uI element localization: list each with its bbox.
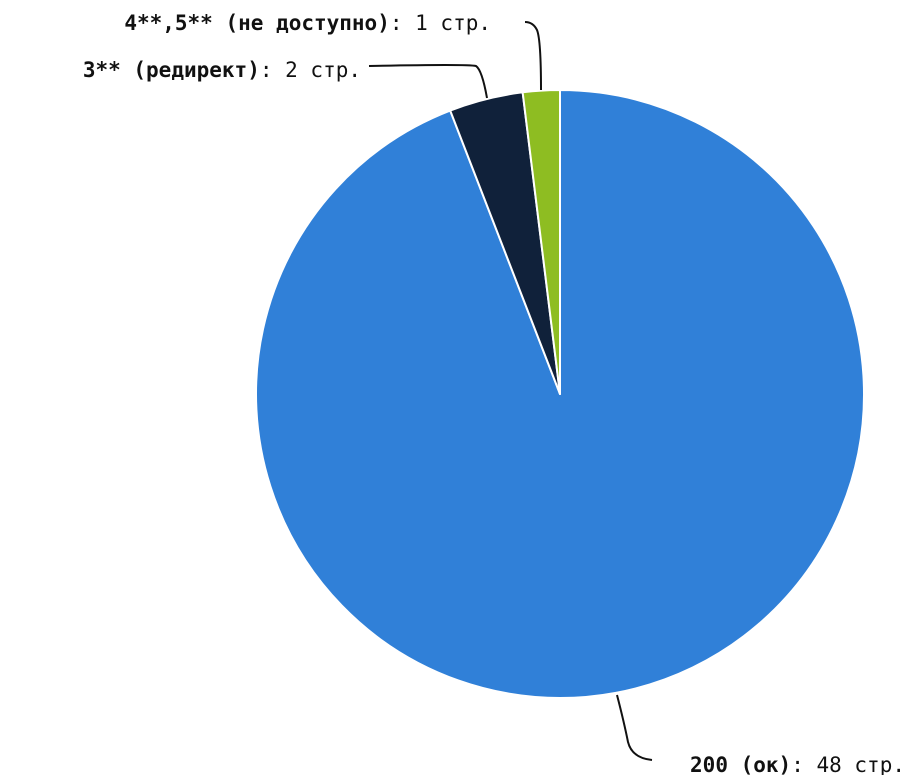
slice-label-name: 3** (редирект) [83, 58, 260, 82]
leader-line-200-ок [616, 694, 653, 761]
slice-label-200-ок: 200 (ок): 48 стр. [690, 753, 905, 775]
slice-label-3-редирект: 3** (редирект): 2 стр. [83, 58, 361, 82]
slice-label-separator: : [390, 11, 415, 35]
slice-labels: 200 (ок): 48 стр. 3** (редирект): 2 стр. 4… [83, 11, 905, 775]
slice-label-4-5-не-доступно: 4**,5** (не доступно): 1 стр. [124, 11, 491, 35]
leader-line-3-редирект [368, 64, 488, 99]
slice-label-value: 2 стр. [285, 58, 361, 82]
slice-label-name: 4**,5** (не доступно) [124, 11, 390, 35]
slice-label-value: 48 стр. [816, 753, 905, 775]
slice-label-name: 200 (ок) [690, 753, 791, 775]
pie-slices [255, 89, 865, 699]
pie-slice-4-5-не-доступно [521, 89, 561, 395]
slice-label-separator: : [791, 753, 816, 775]
leader-line-4-5-не-доступно [524, 21, 542, 91]
slice-label-value: 1 стр. [415, 11, 491, 35]
slice-label-separator: : [260, 58, 285, 82]
